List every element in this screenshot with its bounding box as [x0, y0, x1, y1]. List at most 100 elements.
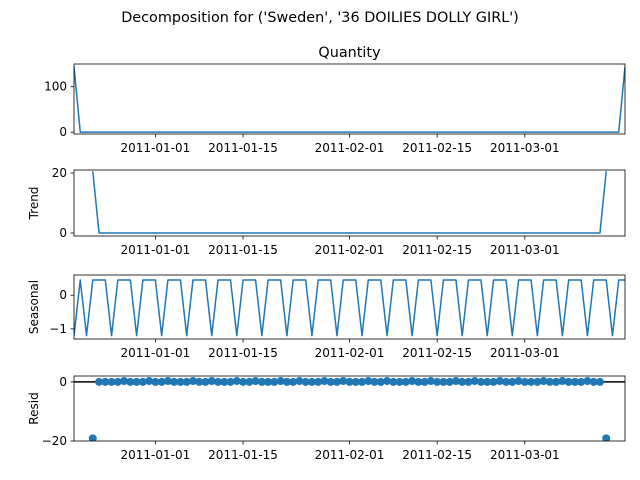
resid-point: [257, 377, 266, 386]
resid-point: [401, 377, 410, 386]
resid-point: [577, 377, 586, 386]
resid-point: [533, 377, 542, 386]
panel-seasonal: Seasonal −1 0 2011-01-01 2011-01-15 2011-02-0…: [27, 274, 626, 360]
resid-point: [138, 377, 147, 386]
axes-frame: [73, 63, 626, 135]
x-tick-label: 2011-03-01: [490, 346, 560, 360]
resid-point: [326, 377, 335, 386]
resid-point: [495, 377, 504, 386]
resid-point: [170, 377, 179, 386]
resid-point: [520, 377, 529, 386]
plot-area: [74, 279, 625, 337]
resid-point: [307, 377, 316, 386]
series-line-seasonal: [74, 279, 625, 337]
resid-point: [595, 377, 604, 386]
resid-point: [364, 377, 373, 386]
resid-point: [201, 377, 210, 386]
x-tick-label: 2011-01-15: [208, 243, 278, 257]
resid-point: [101, 377, 110, 386]
resid-point: [120, 377, 129, 386]
resid-point: [502, 377, 511, 386]
panel-title: Quantity: [318, 45, 381, 61]
series-line-observed: [74, 66, 625, 133]
x-tick-label: 2011-01-01: [121, 243, 191, 257]
panel-trend: Trend 0 20 2011-01-01 2011-01-15 2011-02-01 20…: [27, 166, 626, 257]
resid-point: [583, 377, 592, 386]
resid-point: [527, 377, 536, 386]
resid-point: [264, 377, 273, 386]
y-tick-label: 0: [59, 288, 67, 302]
resid-point: [420, 377, 429, 386]
resid-point: [145, 377, 154, 386]
resid-point: [232, 377, 241, 386]
resid-point: [508, 377, 517, 386]
resid-point: [545, 377, 554, 386]
resid-point: [182, 377, 191, 386]
resid-point: [564, 377, 573, 386]
resid-point: [107, 377, 116, 386]
plot-area: [92, 171, 607, 234]
figure-suptitle: Decomposition for ('Sweden', '36 DOILIES…: [121, 10, 519, 26]
resid-point: [408, 377, 417, 386]
y-axis-label: Seasonal: [27, 280, 41, 334]
y-axis-label: Resid: [27, 392, 41, 424]
resid-point: [570, 377, 579, 386]
resid-point: [95, 377, 104, 386]
x-tick-label: 2011-02-15: [402, 448, 472, 462]
resid-point: [113, 377, 122, 386]
y-axis-label: Trend: [27, 187, 41, 221]
resid-point: [239, 377, 248, 386]
resid-point: [163, 377, 172, 386]
x-tick-label: 2011-02-15: [402, 346, 472, 360]
resid-point: [514, 377, 523, 386]
resid-point: [314, 377, 323, 386]
resid-point: [433, 377, 442, 386]
resid-point: [476, 377, 485, 386]
resid-point: [483, 377, 492, 386]
resid-point: [451, 377, 460, 386]
resid-point: [151, 377, 160, 386]
resid-point: [539, 377, 548, 386]
x-tick-label: 2011-02-15: [402, 141, 472, 155]
y-tick-label: 0: [59, 375, 67, 389]
resid-point: [602, 434, 611, 441]
resid-point: [464, 377, 473, 386]
resid-point: [126, 377, 135, 386]
series-line-trend: [92, 171, 607, 234]
x-tick-label: 2011-01-15: [208, 448, 278, 462]
resid-point: [458, 377, 467, 386]
y-tick-label: −1: [49, 322, 67, 336]
resid-point: [339, 377, 348, 386]
resid-point: [320, 377, 329, 386]
resid-point: [376, 377, 385, 386]
resid-point: [88, 434, 97, 441]
x-tick-label: 2011-02-01: [315, 243, 385, 257]
resid-point: [389, 377, 398, 386]
resid-point: [414, 377, 423, 386]
resid-point: [289, 377, 298, 386]
plot-area: [74, 66, 625, 133]
y-tick-label: 0: [59, 226, 67, 240]
x-tick-label: 2011-01-01: [121, 141, 191, 155]
resid-point: [251, 377, 260, 386]
resid-point: [270, 377, 279, 386]
resid-point: [552, 377, 561, 386]
panel-resid: Resid−20 0 2011-01-01 2011-01-15 2011-02-01 2…: [27, 375, 626, 462]
resid-point: [157, 377, 166, 386]
resid-point: [195, 377, 204, 386]
x-tick-label: 2011-02-01: [315, 141, 385, 155]
x-tick-label: 2011-01-01: [121, 346, 191, 360]
y-tick-label: 100: [44, 80, 67, 94]
resid-point: [188, 377, 197, 386]
resid-point: [245, 377, 254, 386]
x-tick-label: 2011-03-01: [490, 141, 560, 155]
resid-point: [351, 377, 360, 386]
resid-point: [214, 377, 223, 386]
panel-observed: Quantity 0 100 2011-01-01 2011-01-15 2011-02-…: [44, 45, 626, 155]
resid-point: [489, 377, 498, 386]
x-tick-label: 2011-01-15: [208, 141, 278, 155]
resid-point: [383, 377, 392, 386]
resid-point: [345, 377, 354, 386]
x-tick-label: 2011-02-01: [315, 346, 385, 360]
